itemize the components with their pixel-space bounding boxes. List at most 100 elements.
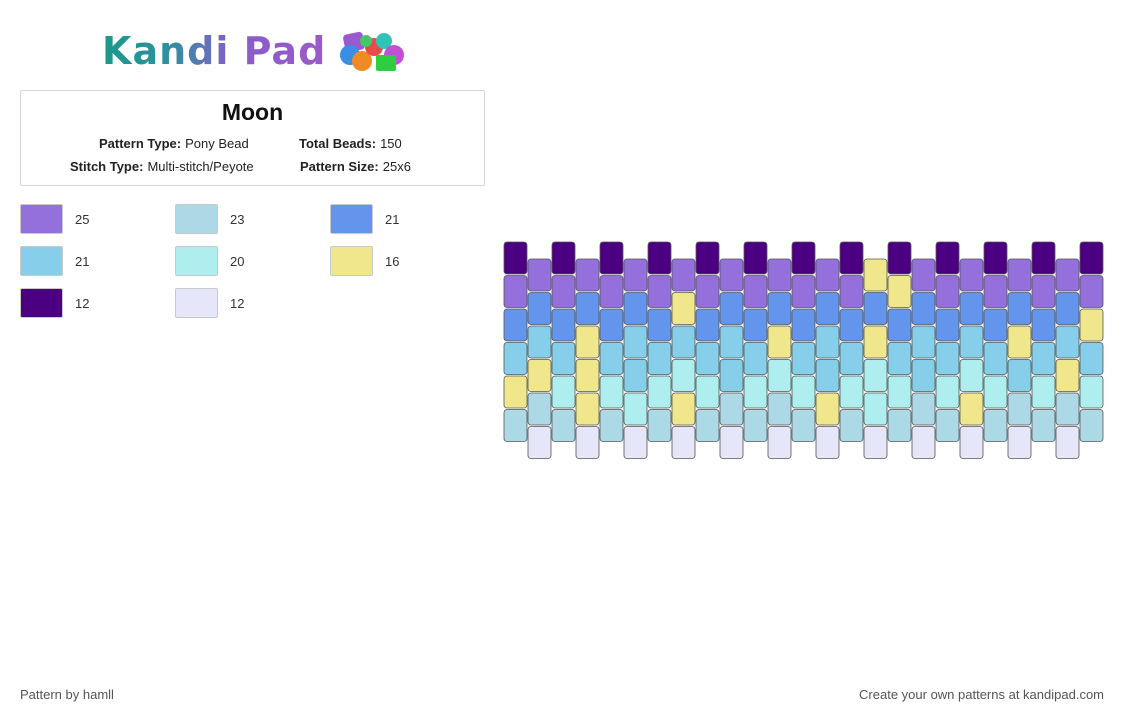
- bead: [575, 258, 600, 292]
- bead: [647, 342, 672, 375]
- bead: [815, 359, 840, 392]
- bead: [983, 409, 1008, 442]
- bead: [983, 342, 1008, 375]
- pattern-size-label: Pattern Size:: [300, 159, 379, 174]
- bead: [1007, 359, 1032, 392]
- bead: [1007, 392, 1032, 426]
- bead: [599, 241, 624, 275]
- bead: [1031, 308, 1056, 342]
- bead: [791, 275, 816, 308]
- bead: [527, 426, 552, 459]
- bead: [599, 342, 624, 375]
- bead: [839, 375, 864, 409]
- color-swatch: [20, 288, 63, 318]
- bead: [767, 426, 792, 459]
- bead: [575, 359, 600, 392]
- bead: [503, 409, 528, 442]
- legend-item: 12: [20, 287, 89, 319]
- bead-count: 16: [385, 253, 400, 269]
- bead: [1079, 308, 1104, 342]
- bead-count: 20: [230, 253, 245, 269]
- bead: [959, 325, 984, 359]
- kandipad-promo-link[interactable]: Create your own patterns at kandipad.com: [859, 687, 1104, 702]
- bead: [743, 308, 768, 342]
- bead: [839, 342, 864, 375]
- bead-count: 23: [230, 211, 245, 227]
- pattern-info-card: Moon Pattern Type: Pony Bead Total Beads:…: [20, 90, 485, 186]
- bead: [935, 308, 960, 342]
- bead: [647, 275, 672, 308]
- bead: [767, 392, 792, 426]
- bead: [815, 426, 840, 459]
- bead: [887, 241, 912, 275]
- bead: [719, 392, 744, 426]
- bead: [671, 292, 696, 325]
- bead: [983, 375, 1008, 409]
- kandi-pad-logo[interactable]: Kandi Pad: [102, 26, 412, 76]
- bead: [647, 409, 672, 442]
- bead: [503, 241, 528, 275]
- bead: [599, 375, 624, 409]
- bead: [647, 375, 672, 409]
- bead: [551, 308, 576, 342]
- bead: [551, 409, 576, 442]
- bead: [983, 241, 1008, 275]
- bead: [623, 426, 648, 459]
- bead: [623, 359, 648, 392]
- bead: [719, 325, 744, 359]
- bead: [743, 375, 768, 409]
- bead: [1031, 375, 1056, 409]
- total-beads-label: Total Beads:: [299, 136, 377, 151]
- bead: [1055, 292, 1080, 325]
- bead: [503, 375, 528, 409]
- bead: [935, 275, 960, 308]
- bead: [527, 359, 552, 392]
- bead: [959, 258, 984, 292]
- bead: [959, 392, 984, 426]
- pattern-credit: Pattern by hamll: [20, 687, 114, 702]
- bead: [719, 292, 744, 325]
- bead: [527, 292, 552, 325]
- bead: [887, 275, 912, 308]
- bead: [1055, 426, 1080, 459]
- bead: [911, 292, 936, 325]
- bead: [767, 292, 792, 325]
- legend-item: 12: [175, 287, 244, 319]
- bead: [599, 308, 624, 342]
- bead: [863, 292, 888, 325]
- bead: [671, 258, 696, 292]
- pattern-size: Pattern Size: 25x6: [300, 159, 411, 174]
- bead: [695, 308, 720, 342]
- bead: [839, 241, 864, 275]
- bead: [791, 308, 816, 342]
- bead: [719, 258, 744, 292]
- bead: [1055, 325, 1080, 359]
- bead: [695, 375, 720, 409]
- bead: [671, 392, 696, 426]
- bead: [1079, 375, 1104, 409]
- bead: [695, 241, 720, 275]
- bead: [551, 375, 576, 409]
- bead: [743, 409, 768, 442]
- bead: [527, 258, 552, 292]
- bead: [743, 241, 768, 275]
- pattern-size-value: 25x6: [382, 159, 411, 174]
- bead: [1007, 258, 1032, 292]
- bead: [1007, 325, 1032, 359]
- bead-count: 12: [230, 295, 245, 311]
- stitch-type: Stitch Type: Multi-stitch/Peyote: [70, 159, 254, 174]
- bead: [671, 325, 696, 359]
- bead: [935, 342, 960, 375]
- bead: [647, 241, 672, 275]
- bead: [695, 275, 720, 308]
- bead: [983, 308, 1008, 342]
- bead: [1031, 409, 1056, 442]
- bead: [887, 409, 912, 442]
- bead: [959, 426, 984, 459]
- bead: [1055, 392, 1080, 426]
- bead-count: 21: [75, 253, 90, 269]
- bead: [935, 375, 960, 409]
- bead: [887, 375, 912, 409]
- bead: [551, 241, 576, 275]
- bead: [959, 359, 984, 392]
